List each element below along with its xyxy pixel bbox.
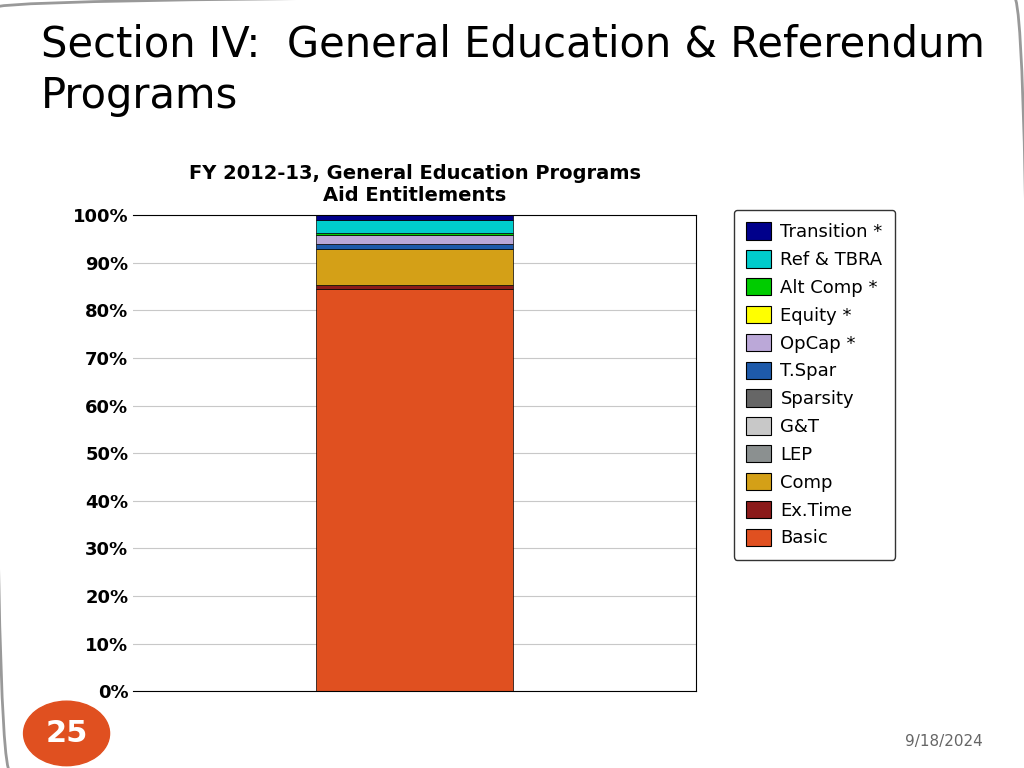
Bar	[316, 233, 513, 235]
Bar	[316, 243, 513, 250]
Text: 9/18/2024: 9/18/2024	[905, 733, 983, 749]
Title: FY 2012-13, General Education Programs
Aid Entitlements: FY 2012-13, General Education Programs A…	[188, 164, 641, 205]
Text: 25: 25	[45, 719, 88, 748]
Bar	[316, 285, 513, 289]
Bar	[316, 235, 513, 243]
Text: Section IV:  General Education & Referendum
Programs: Section IV: General Education & Referend…	[41, 23, 985, 117]
Bar	[316, 220, 513, 233]
Bar	[316, 289, 513, 691]
Legend: Transition *, Ref & TBRA, Alt Comp *, Equity *, OpCap *, T.Spar, Sparsity, G&T, : Transition *, Ref & TBRA, Alt Comp *, Eq…	[733, 210, 895, 560]
Bar	[316, 215, 513, 220]
Bar	[316, 250, 513, 285]
